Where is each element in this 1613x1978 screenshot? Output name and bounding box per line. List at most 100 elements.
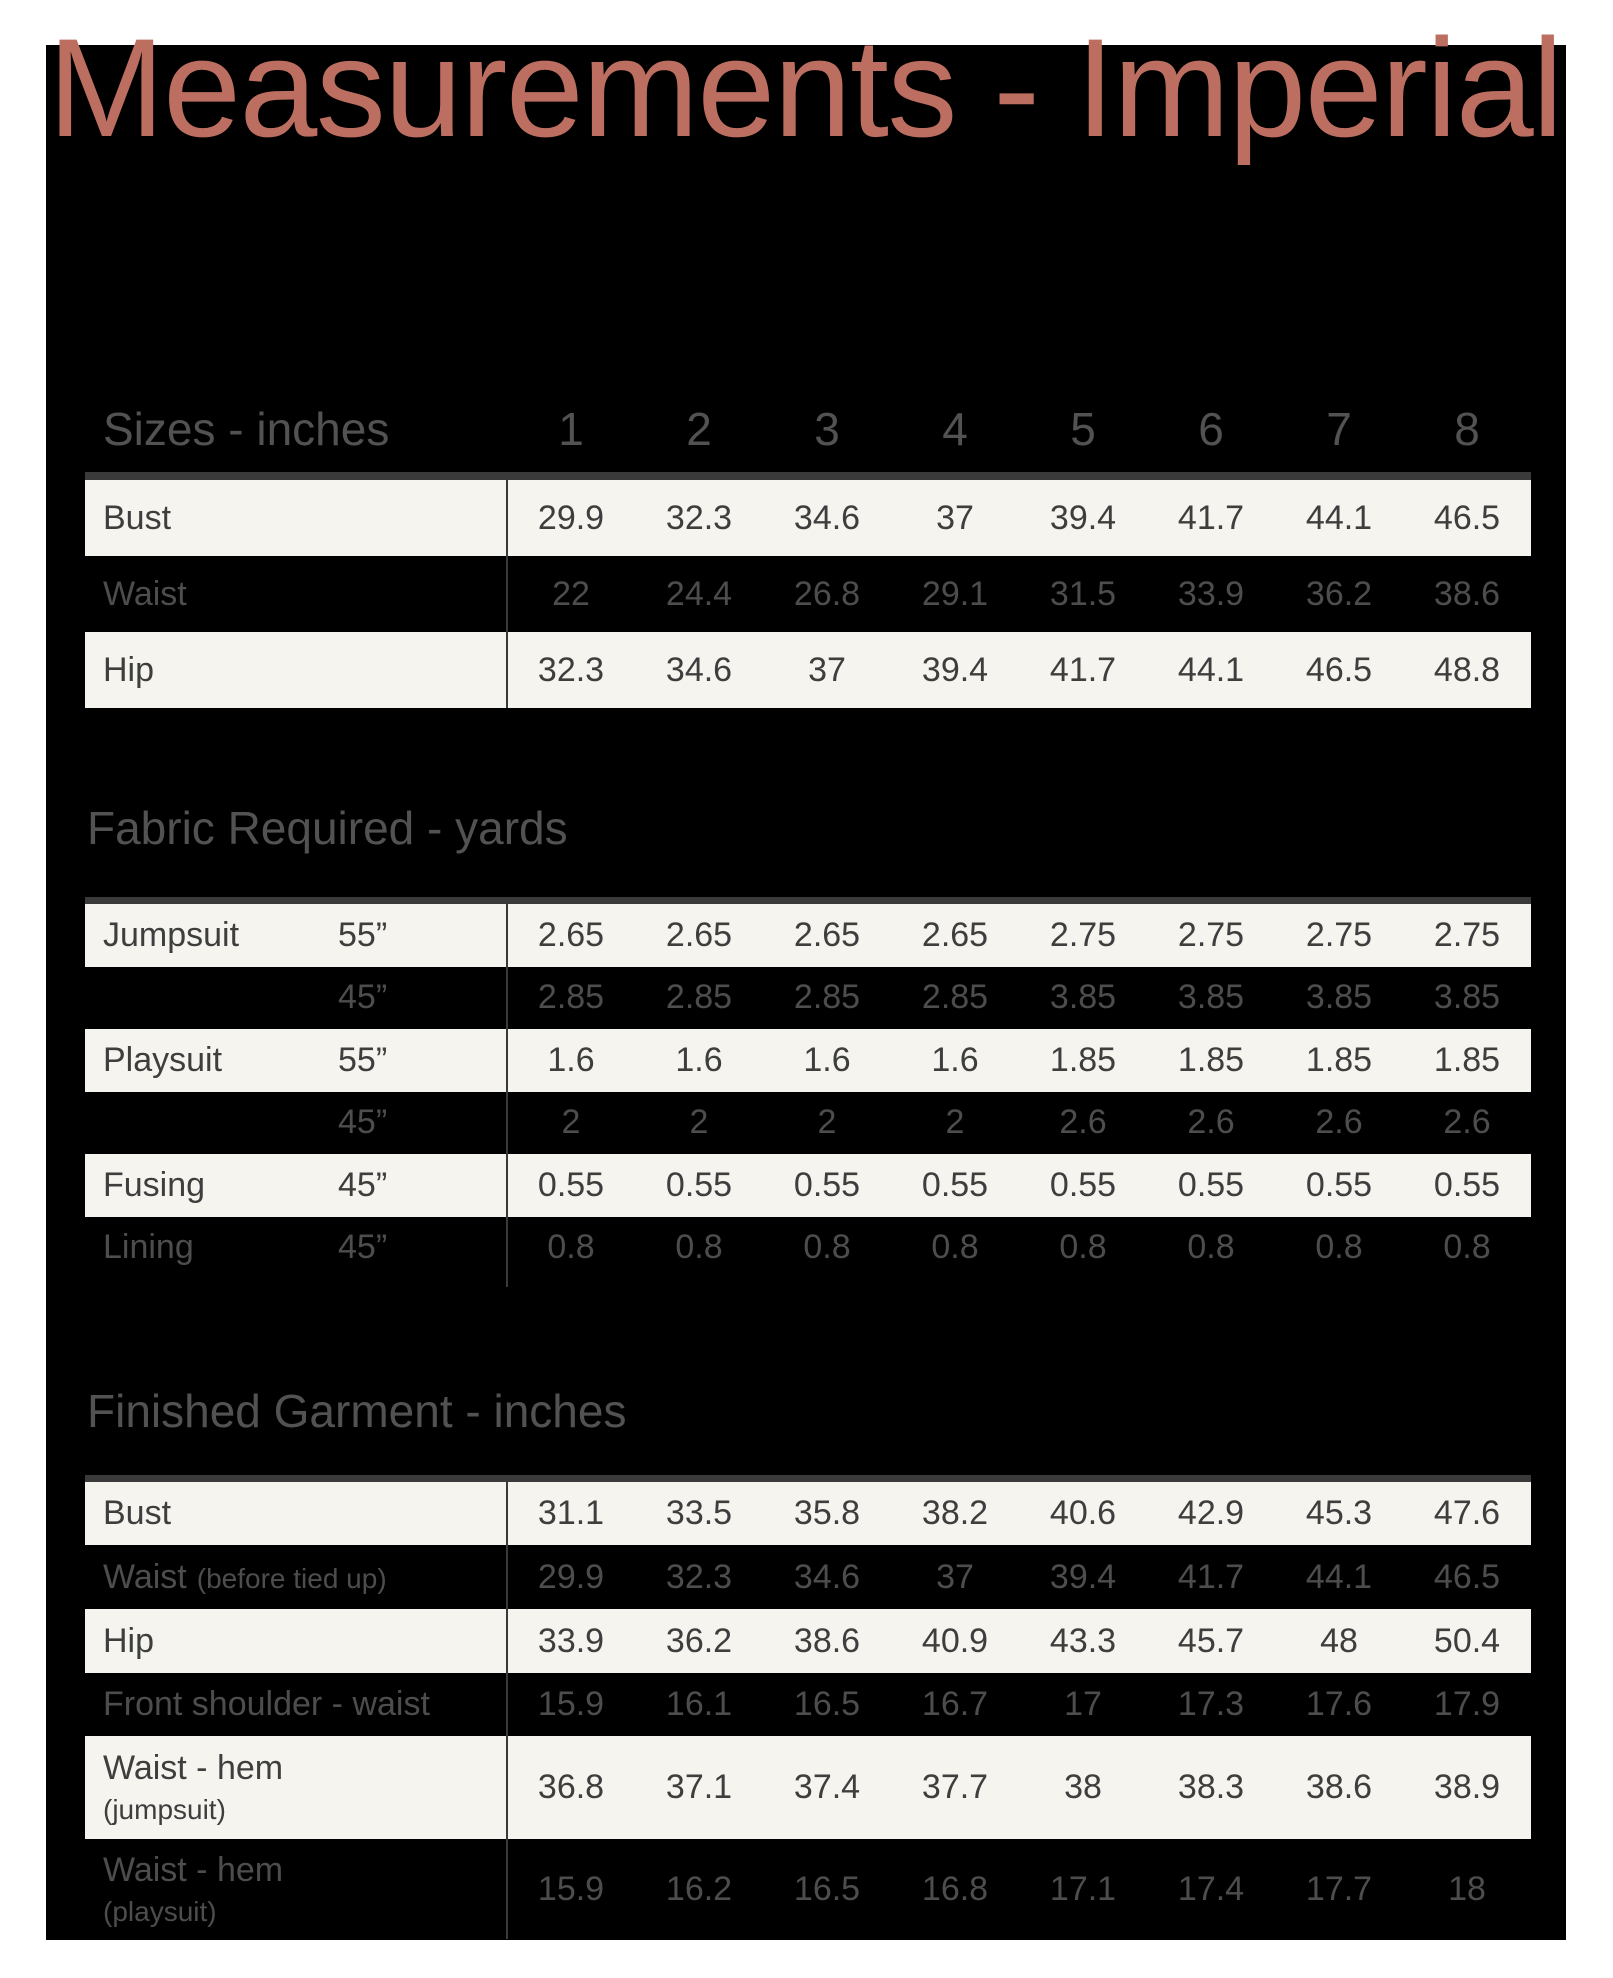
row-label-sub: (before tied up) — [196, 1562, 387, 1594]
value-cell: 37.7 — [921, 1768, 989, 1806]
table-row: Waist (before tied up) 29.9 32.3 34.6 37 39.4 4… — [85, 1545, 1531, 1609]
value-cell: 3.85 — [1049, 978, 1117, 1017]
value-cell: 3.85 — [1305, 978, 1373, 1017]
row-label-main: Bust — [103, 1494, 172, 1533]
garment-name: Fusing — [103, 1165, 206, 1204]
value-cell: 17.7 — [1305, 1869, 1373, 1908]
value-cell: 39.4 — [1049, 1557, 1117, 1596]
value-cell: 38.9 — [1433, 1768, 1501, 1806]
row-label-sub: (jumpsuit) — [103, 1794, 226, 1826]
fabric-table-divider — [506, 904, 508, 1287]
row-label-sub: (playsuit) — [103, 1895, 217, 1927]
value-cell: 32.3 — [665, 1557, 733, 1596]
value-cell: 2.6 — [1443, 1103, 1491, 1142]
value-cell: 2.75 — [1305, 915, 1373, 954]
value-cell: 39.4 — [1049, 498, 1117, 537]
table-row: Bust 31.1 33.5 35.8 38.2 40.6 42.9 45.3 47.6 — [85, 1482, 1531, 1545]
value-cell: 2.65 — [537, 915, 605, 954]
value-cell: 17.6 — [1305, 1685, 1373, 1723]
value-cell: 2 — [561, 1103, 581, 1142]
row-label: Hip — [85, 1621, 507, 1662]
value-cell: 1.85 — [1177, 1040, 1245, 1079]
value-cell: 0.8 — [675, 1228, 723, 1267]
value-cell: 16.7 — [921, 1685, 989, 1723]
value-cell: 17.3 — [1177, 1685, 1245, 1723]
table-row: Lining 45” 0.8 0.8 0.8 0.8 0.8 0.8 0.8 0.8 — [85, 1217, 1531, 1280]
value-cell: 46.5 — [1433, 498, 1501, 537]
value-cell: 38.2 — [921, 1494, 989, 1532]
table-row: Hip 33.9 36.2 38.6 40.9 43.3 45.7 48 50.4 — [85, 1609, 1531, 1673]
value-cell: 40.6 — [1049, 1494, 1117, 1532]
finished-table-top-border — [85, 1475, 1531, 1482]
value-cell: 2.85 — [537, 978, 605, 1017]
size-column-header: 6 — [1198, 403, 1224, 455]
value-cell: 2.65 — [665, 915, 733, 954]
size-column-header: 7 — [1326, 403, 1352, 455]
finished-heading: Finished Garment - inches — [87, 1385, 627, 1437]
row-label: Hip — [103, 650, 155, 689]
value-cell: 0.55 — [537, 1165, 605, 1204]
value-cell: 0.8 — [803, 1228, 851, 1267]
value-cell: 35.8 — [793, 1494, 861, 1532]
value-cell: 0.8 — [931, 1228, 979, 1267]
value-cell: 34.6 — [665, 650, 733, 689]
value-cell: 44.1 — [1177, 650, 1245, 689]
value-cell: 3.85 — [1177, 978, 1245, 1017]
value-cell: 1.85 — [1433, 1040, 1501, 1079]
row-label-main: Waist - hem — [103, 1749, 284, 1788]
row-label: Front shoulder - waist — [85, 1684, 507, 1725]
value-cell: 0.55 — [1177, 1165, 1245, 1204]
page-title: Measurements - Imperial — [48, 9, 1563, 166]
value-cell: 44.1 — [1305, 498, 1373, 537]
table-row: Waist - hem (jumpsuit) 36.8 37.1 37.4 37.7 38 3… — [85, 1736, 1531, 1839]
value-cell: 0.55 — [1433, 1165, 1501, 1204]
garment-name: Playsuit — [103, 1040, 223, 1079]
value-cell: 1.6 — [931, 1040, 979, 1079]
value-cell: 29.9 — [537, 1557, 605, 1596]
value-cell: 38.3 — [1177, 1768, 1245, 1806]
value-cell: 45.7 — [1177, 1621, 1245, 1660]
value-cell: 16.8 — [921, 1869, 989, 1908]
fabric-width: 45” — [338, 1228, 388, 1267]
value-cell: 0.55 — [921, 1165, 989, 1204]
value-cell: 2.75 — [1433, 915, 1501, 954]
value-cell: 37.4 — [793, 1768, 861, 1806]
sizes-table-divider — [506, 480, 508, 708]
value-cell: 36.2 — [1305, 574, 1373, 613]
finished-table: Bust 31.1 33.5 35.8 38.2 40.6 42.9 45.3 47.6 Wais… — [85, 1482, 1531, 1939]
value-cell: 0.8 — [547, 1228, 595, 1267]
row-label-main: Waist — [103, 1557, 187, 1596]
value-cell: 1.6 — [547, 1040, 595, 1079]
value-cell: 2.6 — [1315, 1103, 1363, 1142]
value-cell: 34.6 — [793, 1557, 861, 1596]
value-cell: 44.1 — [1305, 1557, 1373, 1596]
value-cell: 37 — [808, 650, 846, 689]
table-row: Playsuit 55” 1.6 1.6 1.6 1.6 1.85 1.85 1.85 1.85 — [85, 1029, 1531, 1092]
value-cell: 17.1 — [1049, 1869, 1117, 1908]
value-cell: 24.4 — [665, 574, 733, 613]
table-row: Jumpsuit 55” 2.65 2.65 2.65 2.65 2.75 2.75 2.75 2… — [85, 904, 1531, 967]
value-cell: 46.5 — [1433, 1557, 1501, 1596]
row-label: Bust — [85, 1493, 507, 1534]
fabric-width: 45” — [338, 978, 388, 1017]
value-cell: 17.4 — [1177, 1869, 1245, 1908]
fabric-table: Jumpsuit 55” 2.65 2.65 2.65 2.65 2.75 2.75 2.75 2… — [85, 904, 1531, 1279]
value-cell: 38 — [1064, 1768, 1102, 1806]
sizes-heading: Sizes - inches — [103, 403, 390, 455]
value-cell: 38.6 — [1305, 1768, 1373, 1806]
value-cell: 1.85 — [1049, 1040, 1117, 1079]
size-column-header: 4 — [942, 403, 968, 455]
garment-name: Jumpsuit — [103, 915, 240, 954]
table-row: Bust 29.9 32.3 34.6 37 39.4 41.7 44.1 46.5 — [85, 480, 1531, 556]
fabric-width: 55” — [338, 915, 388, 954]
value-cell: 2.85 — [793, 978, 861, 1017]
value-cell: 22 — [552, 574, 590, 613]
value-cell: 41.7 — [1177, 498, 1245, 537]
value-cell: 45.3 — [1305, 1494, 1373, 1532]
size-column-header: 5 — [1070, 403, 1096, 455]
value-cell: 36.8 — [537, 1768, 605, 1806]
value-cell: 39.4 — [921, 650, 989, 689]
value-cell: 17.9 — [1433, 1685, 1501, 1723]
row-label: Jumpsuit 55” — [85, 915, 507, 956]
